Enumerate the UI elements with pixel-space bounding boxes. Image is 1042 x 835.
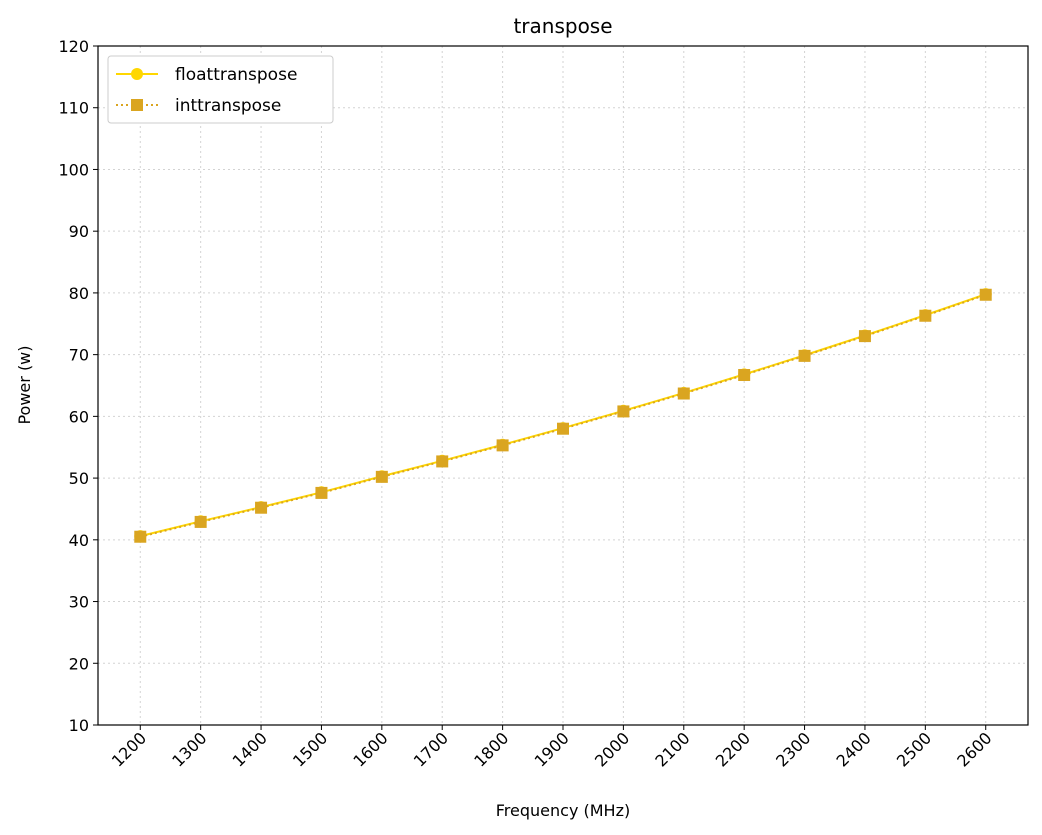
- data-point: [858, 330, 871, 343]
- x-tick-label: 1900: [531, 728, 573, 770]
- y-tick-label: 120: [58, 37, 89, 56]
- legend-box: [107, 55, 334, 124]
- data-point: [617, 405, 630, 418]
- y-tick-label: 110: [58, 99, 89, 118]
- y-tick-label: 20: [69, 654, 89, 673]
- data-point: [496, 439, 509, 452]
- y-tick-label: 70: [69, 346, 89, 365]
- data-point: [255, 501, 268, 514]
- series-layer: [134, 288, 992, 543]
- x-tick-label: 2200: [712, 728, 754, 770]
- y-tick-label: 90: [69, 222, 89, 241]
- legend-label: inttranspose: [175, 96, 281, 116]
- data-point: [194, 515, 207, 528]
- y-tick-label: 80: [69, 284, 89, 303]
- x-tick-label: 2100: [651, 728, 693, 770]
- data-point: [677, 387, 690, 400]
- y-tick-label: 50: [69, 469, 89, 488]
- x-tick-label: 2500: [893, 728, 935, 770]
- x-tick-label: 1700: [410, 728, 452, 770]
- data-point: [375, 470, 388, 483]
- x-tick-label: 2400: [833, 728, 875, 770]
- x-tick-label: 2000: [591, 728, 633, 770]
- y-tick-label: 60: [69, 407, 89, 426]
- x-tick-label: 1500: [289, 728, 331, 770]
- legend-marker: [131, 68, 143, 80]
- x-tick-label: 1300: [168, 728, 210, 770]
- legend-label: floattransposе: [175, 65, 297, 85]
- x-tick-label: 1200: [108, 728, 150, 770]
- y-tick-label: 40: [69, 531, 89, 550]
- data-point: [979, 288, 992, 301]
- chart-title: transpose: [513, 14, 612, 38]
- y-tick-label: 100: [58, 160, 89, 179]
- data-point: [134, 530, 147, 543]
- grid-layer: [98, 45, 1028, 726]
- legend-marker: [131, 99, 143, 111]
- data-point: [315, 486, 328, 499]
- data-point: [557, 422, 569, 435]
- axis-layer: 1200 1300 1400 1500 1600 1700 1800 1900 2000 2100…: [58, 37, 995, 771]
- x-tick-label: 1600: [349, 728, 391, 770]
- x-tick-label: 1800: [470, 728, 512, 770]
- y-tick-label: 10: [69, 716, 89, 735]
- x-axis-label: Frequency (MHz): [496, 801, 630, 820]
- x-tick-label: 2600: [953, 728, 995, 770]
- data-point: [738, 369, 751, 382]
- legend: floattransposе inttranspose: [107, 55, 334, 124]
- y-tick-label: 30: [69, 593, 89, 612]
- x-tick-label: 2300: [772, 728, 814, 770]
- data-point: [919, 309, 932, 322]
- x-tick-label: 1400: [229, 728, 271, 770]
- data-point: [436, 455, 449, 468]
- series-line: [140, 293, 987, 538]
- data-point: [798, 349, 811, 362]
- y-axis-label: Power (w): [15, 345, 34, 424]
